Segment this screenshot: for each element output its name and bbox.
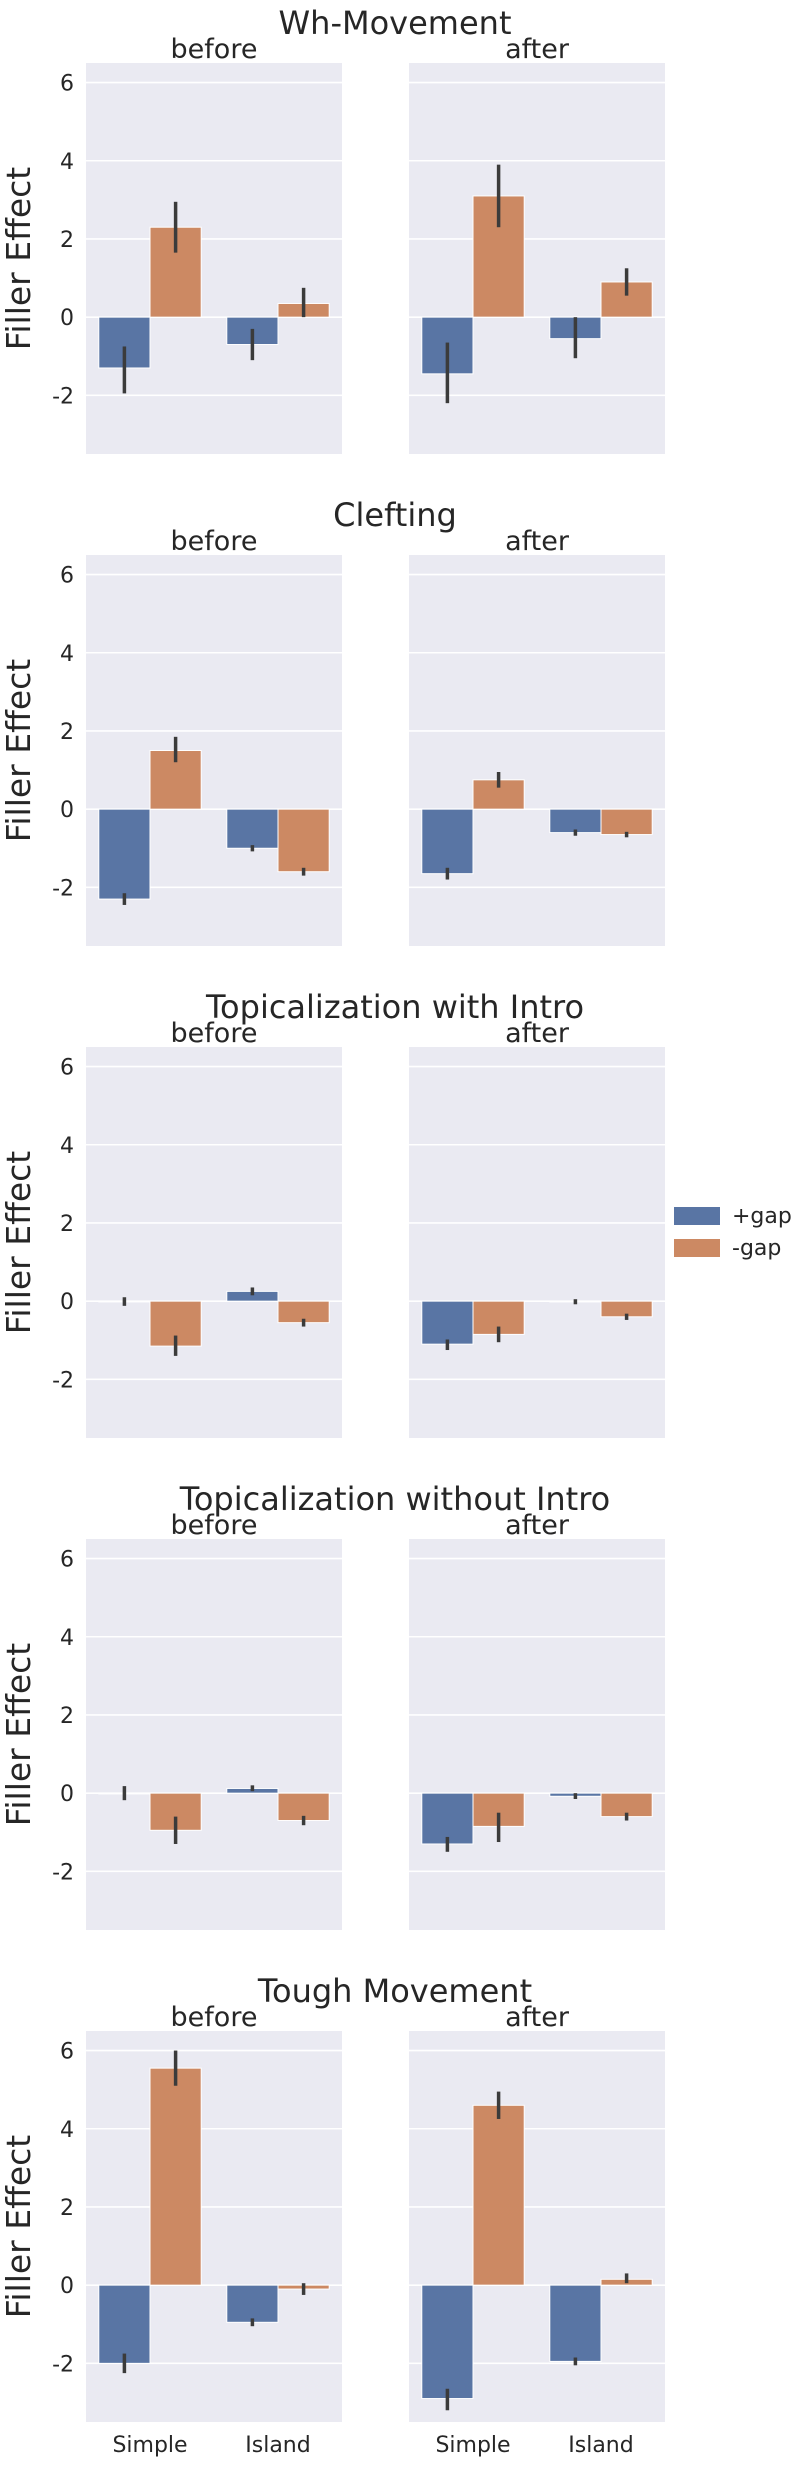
panel-before: before Simple Island <box>86 2002 342 2458</box>
y-tick-label: 2 <box>60 2196 74 2221</box>
y-axis-label: Filler Effect <box>0 167 38 350</box>
chart-row-2: Topicalization with Intro Filler Effect -2… <box>0 988 665 1438</box>
legend-label: +gap <box>732 1204 792 1229</box>
plot-area <box>86 1539 342 1930</box>
y-axis-label: Filler Effect <box>0 1151 38 1334</box>
y-tick-label: 2 <box>60 1704 74 1729</box>
bar <box>226 808 279 849</box>
y-tick-label: 4 <box>60 642 74 667</box>
panel-before: before <box>86 526 342 946</box>
plot-area <box>409 1047 665 1438</box>
panel-title: before <box>171 1510 258 1541</box>
panel-title: after <box>505 1510 570 1541</box>
panel-before: before <box>86 1510 342 1930</box>
chart-title: Tough Movement <box>257 1972 532 2010</box>
chart-title: Clefting <box>333 496 457 534</box>
panel-title: before <box>171 34 258 65</box>
bar <box>277 808 330 873</box>
y-axis-label: Filler Effect <box>0 1643 38 1826</box>
x-tick-label: Island <box>245 2433 310 2458</box>
x-tick-label: Simple <box>112 2433 187 2458</box>
legend: +gap -gap <box>674 1204 792 1261</box>
y-tick-label: 6 <box>60 564 74 589</box>
panel-after: after <box>409 34 665 454</box>
y-tick-label: 4 <box>60 2118 74 2143</box>
panel-after: after Simple Island <box>409 2002 665 2458</box>
legend-label: -gap <box>732 1236 781 1261</box>
bar <box>421 2284 474 2400</box>
bar <box>421 1300 474 1345</box>
panel-title: before <box>171 2002 258 2033</box>
chart-title: Topicalization with Intro <box>205 988 584 1026</box>
y-axis-label: Filler Effect <box>0 659 38 842</box>
bar <box>421 808 474 875</box>
y-axis-label: Filler Effect <box>0 2135 38 2318</box>
y-tick-label: 6 <box>60 1548 74 1573</box>
panel-before: before <box>86 1018 342 1438</box>
chart-row-3: Topicalization without Intro Filler Effec… <box>0 1480 665 1930</box>
y-tick-label: 4 <box>60 1134 74 1159</box>
y-tick-label: 0 <box>60 1290 74 1315</box>
bar <box>549 808 602 834</box>
chart-row-1: Clefting Filler Effect -2 0 2 4 6 before after <box>0 496 665 946</box>
y-tick-label: 6 <box>60 72 74 97</box>
y-tick-label: 2 <box>60 228 74 253</box>
panel-after: after <box>409 526 665 946</box>
y-tick-label: 0 <box>60 1782 74 1807</box>
y-tick-label: 4 <box>60 1626 74 1651</box>
y-tick-label: 6 <box>60 2040 74 2065</box>
bar <box>600 808 653 836</box>
y-tick-label: -2 <box>52 2352 74 2377</box>
panel-title: before <box>171 1018 258 1049</box>
x-tick-label: Island <box>568 2433 633 2458</box>
chart-title: Wh-Movement <box>279 4 512 42</box>
bar <box>226 2284 279 2323</box>
plot-area <box>409 63 665 454</box>
y-tick-label: -2 <box>52 876 74 901</box>
bar <box>98 2284 151 2364</box>
panel-title: before <box>171 526 258 557</box>
panel-title: after <box>505 1018 570 1049</box>
y-tick-label: 4 <box>60 150 74 175</box>
bar <box>149 226 202 318</box>
y-tick-label: -2 <box>52 384 74 409</box>
chart-row-4: Tough Movement Filler Effect -2 0 2 4 6 before S… <box>0 1972 665 2458</box>
bar <box>421 1792 474 1845</box>
y-tick-label: 0 <box>60 2274 74 2299</box>
y-tick-label: 6 <box>60 1056 74 1081</box>
panel-title: after <box>505 526 570 557</box>
bar <box>149 2067 202 2286</box>
bar <box>549 2284 602 2362</box>
panel-title: after <box>505 34 570 65</box>
y-tick-label: 2 <box>60 1212 74 1237</box>
plot-area <box>409 1539 665 1930</box>
bar <box>472 2104 525 2286</box>
y-tick-label: -2 <box>52 1860 74 1885</box>
panel-after: after <box>409 1018 665 1438</box>
plot-area <box>86 63 342 454</box>
chart-row-0: Wh-Movement Filler Effect -2 0 2 4 6 before afte… <box>0 4 665 454</box>
plot-area <box>409 555 665 946</box>
panel-before: before <box>86 34 342 454</box>
bar <box>98 808 151 900</box>
panel-after: after <box>409 1510 665 1930</box>
y-tick-label: 0 <box>60 798 74 823</box>
legend-swatch <box>674 1207 720 1225</box>
y-tick-label: 2 <box>60 720 74 745</box>
legend-swatch <box>674 1239 720 1257</box>
y-tick-label: -2 <box>52 1368 74 1393</box>
x-tick-label: Simple <box>435 2433 510 2458</box>
chart-title: Topicalization without Intro <box>179 1480 611 1518</box>
y-tick-label: 0 <box>60 306 74 331</box>
plot-area <box>86 1047 342 1438</box>
panel-title: after <box>505 2002 570 2033</box>
